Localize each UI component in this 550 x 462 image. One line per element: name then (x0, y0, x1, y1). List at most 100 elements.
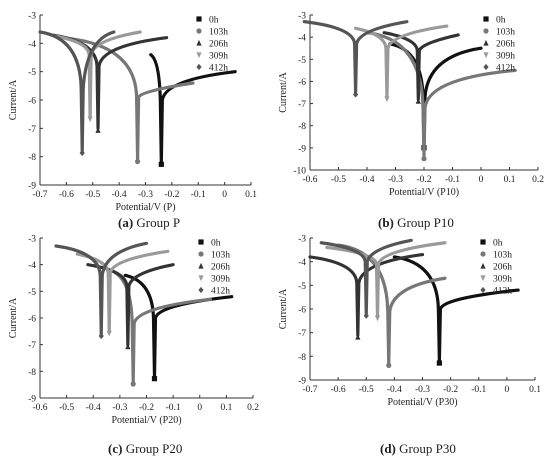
y-axis-label: Current/A (278, 71, 289, 112)
series-min-point-309h (87, 116, 93, 123)
y-tick-label: -8 (28, 368, 36, 378)
series-curve-206h (382, 31, 460, 101)
legend-label: 206h (496, 40, 515, 50)
x-tick-label: -0.2 (164, 190, 179, 200)
legend-marker-0h (483, 16, 489, 22)
x-tick-label: -0.2 (139, 403, 154, 413)
series-min-point-309h (374, 315, 381, 322)
legend-label: 103h (209, 28, 228, 38)
legend-label: 103h (496, 28, 515, 38)
y-tick-label: -5 (298, 56, 306, 66)
series-min-point-103h (386, 362, 392, 369)
y-tick-label: -5 (28, 288, 36, 298)
x-tick-label: -0.6 (302, 175, 317, 185)
legend-marker-206h (483, 39, 489, 46)
y-tick-label: -3 (298, 235, 306, 245)
series-min-point-412h (79, 149, 85, 157)
series-min-point-309h (106, 330, 112, 337)
y-tick-label: -3 (28, 12, 36, 22)
y-tick-label: -6 (28, 97, 36, 107)
legend-marker-103h (483, 28, 489, 34)
series-min-point-412h (353, 91, 359, 98)
x-tick-label: 0.2 (532, 175, 544, 185)
x-tick-label: -0.4 (387, 385, 402, 395)
y-axis-label: Current/A (8, 297, 19, 338)
chart-panel-2: -3 -4 -5 -6 -7 -8 -9 -10-0.6 -0.5 -0.4 -0.3 -0.2 -0.… (278, 12, 544, 199)
legend-label: 412h (496, 64, 515, 74)
caption-c: (c) Group P20 (108, 441, 183, 456)
series-min-point-103h (134, 158, 141, 165)
x-tick-label: 0.1 (504, 175, 516, 185)
legend-label: 103h (493, 251, 512, 261)
legend-marker-412h (480, 286, 486, 294)
series-curve-0h (388, 42, 483, 148)
series-curve-206h (86, 263, 175, 347)
x-tick-label: -0.7 (302, 385, 317, 395)
y-tick-label: -7 (28, 125, 36, 135)
chart-panel-3: -3 -4 -5 -6 -7 -8 -9-0.6 -0.5 -0.4 -0.3 -0.2 -0.1 0 0… (8, 235, 259, 427)
legend-label: 309h (209, 52, 228, 62)
series-curve-412h (302, 20, 409, 95)
legend-label: 103h (211, 251, 230, 261)
legend-marker-206h (196, 39, 202, 46)
x-tick-label: -0.4 (112, 190, 127, 200)
legend-label: 206h (493, 263, 512, 273)
x-tick-label: -0.4 (359, 175, 374, 185)
y-tick-label: -3 (28, 235, 36, 245)
legend-marker-309h (196, 52, 202, 59)
legend-label: 0h (211, 239, 221, 249)
x-tick-label: 0.1 (529, 385, 541, 395)
x-tick-label: -0.1 (471, 385, 486, 395)
y-tick-label: -6 (28, 315, 36, 325)
legend-marker-206h (480, 262, 486, 269)
y-axis-label: Current/A (278, 288, 289, 329)
legend-label: 0h (496, 16, 506, 26)
y-tick-label: -9 (28, 182, 36, 192)
series-min-point-206h (355, 333, 361, 340)
series-curve-0h (392, 255, 520, 363)
y-tick-label: -10 (293, 167, 306, 177)
series-min-point-0h (158, 161, 164, 167)
legend-label: 412h (211, 287, 230, 297)
y-tick-label: -7 (28, 341, 36, 351)
x-tick-label: -0.6 (59, 190, 74, 200)
series-min-point-309h (384, 96, 390, 103)
y-tick-label: -4 (28, 261, 36, 271)
x-tick-label: 0 (222, 190, 227, 200)
series-min-point-103h (130, 381, 136, 387)
legend-label: 0h (493, 239, 503, 249)
series-curve-0h (123, 273, 234, 379)
legend-label: 206h (211, 263, 230, 273)
caption-b: (b) Group P10 (378, 215, 454, 230)
series-curve-309h (75, 249, 170, 333)
x-tick-label: -0.3 (415, 385, 430, 395)
series-curve-103h (107, 268, 212, 384)
y-tick-label: -3 (298, 12, 306, 22)
x-tick-label: 0.2 (247, 403, 259, 413)
x-tick-label: 0 (197, 403, 202, 413)
series-curve-412h (319, 238, 413, 316)
y-tick-label: -9 (28, 395, 36, 405)
series-curve-103h (59, 36, 195, 162)
legend-label: 412h (493, 287, 512, 297)
x-tick-label: -0.1 (166, 403, 181, 413)
y-tick-label: -4 (298, 34, 306, 44)
legend-marker-309h (198, 275, 204, 282)
y-tick-label: -7 (298, 100, 306, 110)
series-min-point-0h (151, 376, 158, 382)
x-tick-label: -0.5 (359, 385, 374, 395)
series-min-point-0h (436, 360, 442, 366)
legend-marker-0h (196, 16, 202, 22)
legend-marker-309h (480, 275, 486, 282)
x-tick-label: -0.2 (416, 175, 431, 185)
x-tick-label: -0.2 (443, 385, 458, 395)
x-tick-label: -0.6 (32, 403, 47, 413)
legend-marker-103h (196, 28, 202, 34)
legend-label: 206h (209, 40, 228, 50)
series-min-point-206h (125, 343, 131, 350)
x-tick-label: -0.6 (331, 385, 346, 395)
x-tick-label: -0.3 (138, 190, 153, 200)
x-tick-label: -0.3 (388, 175, 403, 185)
series-curve-309h (354, 24, 449, 99)
